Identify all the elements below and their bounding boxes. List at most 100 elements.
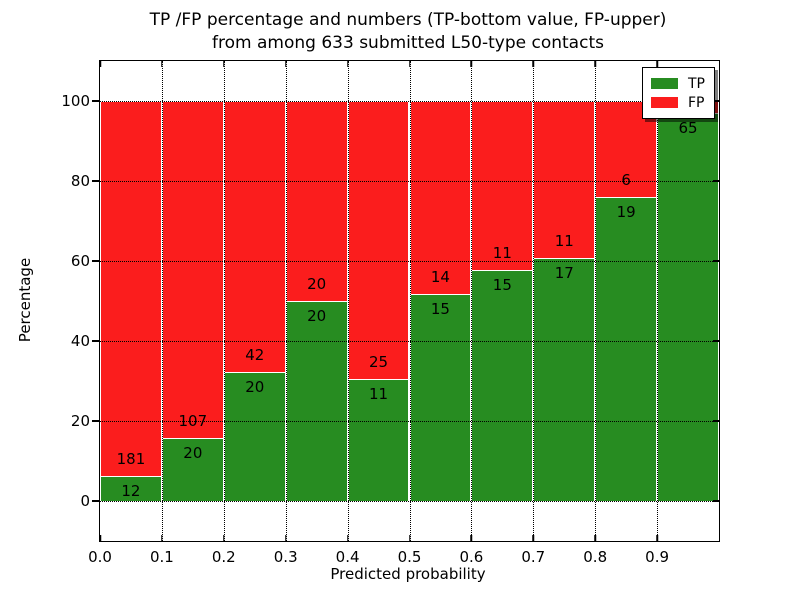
- x-tick: [470, 535, 473, 541]
- x-tick: [284, 535, 287, 541]
- fp-bar-segment: [100, 101, 162, 477]
- x-tick-top: [99, 61, 101, 67]
- y-axis-label: Percentage: [16, 257, 34, 343]
- y-tick: [92, 100, 100, 102]
- x-tick-top: [346, 61, 349, 67]
- x-gridline: [657, 61, 659, 541]
- x-gridline: [409, 61, 411, 541]
- x-tick-label: 0.3: [273, 548, 298, 566]
- y-tick-right: [713, 260, 719, 262]
- fp-count-label: 14: [430, 268, 450, 287]
- x-axis-label: Predicted probability: [330, 565, 486, 583]
- x-tick-label: 0.1: [149, 548, 174, 566]
- tp-bar-segment: [161, 438, 224, 501]
- tp-count-label: 65: [678, 118, 698, 137]
- tp-bar-segment: [100, 476, 162, 501]
- y-tick-right: [713, 500, 719, 502]
- tp-count-label: 15: [430, 300, 450, 319]
- y-tick: [92, 340, 100, 342]
- y-tick-label: 0: [80, 492, 90, 510]
- x-gridline: [533, 61, 535, 541]
- x-tick-top: [470, 61, 473, 67]
- x-gridline: [285, 61, 287, 541]
- x-tick: [408, 535, 411, 541]
- tp-count-label: 12: [121, 482, 141, 501]
- y-tick-right: [713, 420, 719, 422]
- x-tick-label: 0.6: [459, 548, 484, 566]
- tp-count-label: 20: [245, 377, 265, 396]
- x-tick-label: 0.0: [88, 548, 112, 566]
- x-tick-top: [532, 61, 535, 67]
- x-gridline: [347, 61, 349, 541]
- fp-count-label: 181: [116, 450, 146, 469]
- fp-legend-label: FP: [688, 94, 705, 111]
- y-tick-label: 40: [70, 332, 90, 350]
- x-tick-label: 0.2: [211, 548, 236, 566]
- y-tick: [92, 180, 100, 182]
- fp-count-label: 42: [245, 345, 265, 364]
- fp-bar-segment: [285, 101, 348, 301]
- x-tick: [99, 535, 101, 541]
- tp-bar-segment: [285, 301, 348, 501]
- tp-count-label: 15: [492, 276, 512, 295]
- x-tick-top: [223, 61, 225, 67]
- x-tick: [161, 535, 163, 541]
- y-tick: [92, 260, 100, 262]
- fp-count-label: 25: [368, 352, 389, 371]
- tp-count-label: 11: [368, 384, 389, 403]
- tp-bar-segment: [471, 270, 534, 501]
- tp-count-label: 19: [616, 203, 636, 221]
- y-tick: [92, 500, 100, 502]
- fp-count-label: 11: [492, 244, 512, 263]
- x-tick: [346, 535, 349, 541]
- tp-legend-label: TP: [688, 75, 705, 92]
- fp-legend-swatch-icon: [651, 97, 678, 108]
- x-tick: [594, 535, 596, 541]
- x-tick-top: [408, 61, 411, 67]
- y-tick-right: [713, 100, 719, 102]
- tp-bar-segment: [347, 378, 410, 501]
- fp-bar-segment: [161, 101, 224, 438]
- chart-title-line1: TP /FP percentage and numbers (TP-bottom…: [149, 10, 667, 30]
- x-tick-label: 0.5: [397, 548, 422, 566]
- x-tick-label: 0.7: [521, 548, 546, 566]
- x-gridline: [471, 61, 473, 541]
- x-tick-label: 0.9: [645, 548, 670, 566]
- tp-bar-segment: [409, 294, 472, 501]
- y-tick-right: [713, 340, 719, 342]
- legend-item-fp: FP: [651, 93, 705, 112]
- tp-count-label: 17: [554, 264, 574, 283]
- plot-area: TP FP 181 12 107 20 42 20 20 20 25 11 14 15 11 15 11 17…: [61, 60, 720, 566]
- tp-legend-swatch-icon: [651, 78, 678, 89]
- legend-item-tp: TP: [651, 74, 705, 93]
- x-tick: [656, 535, 658, 541]
- x-gridline: [595, 61, 597, 541]
- fp-count-label: 20: [307, 275, 327, 293]
- fp-count-label: 107: [178, 412, 208, 430]
- fp-bar-segment: [223, 101, 286, 372]
- tp-bar-segment: [223, 371, 286, 501]
- y-tick-right: [713, 180, 719, 182]
- tp-count-label: 20: [307, 307, 327, 325]
- fp-count-label: 11: [554, 232, 574, 251]
- x-tick-label: 0.4: [335, 548, 360, 566]
- tp-bar-segment: [533, 258, 596, 501]
- y-tick-label: 80: [70, 172, 90, 190]
- tp-bar-segment: [657, 112, 719, 501]
- x-gridline: [223, 61, 225, 541]
- fp-bar-segment: [471, 101, 534, 271]
- x-gridline: [161, 61, 163, 541]
- x-tick: [532, 535, 535, 541]
- fp-bar-segment: [347, 101, 410, 379]
- x-tick: [223, 535, 225, 541]
- y-tick-label: 60: [70, 252, 90, 270]
- x-tick-top: [594, 61, 596, 67]
- chart-title: TP /FP percentage and numbers (TP-bottom…: [150, 9, 667, 55]
- y-tick-label: 20: [70, 412, 90, 430]
- fp-count-label: 6: [621, 171, 631, 189]
- y-tick: [92, 420, 100, 422]
- chart-title-line2: from among 633 submitted L50-type contac…: [212, 33, 604, 53]
- tp-bar-segment: [595, 197, 658, 501]
- x-tick-top: [656, 61, 658, 67]
